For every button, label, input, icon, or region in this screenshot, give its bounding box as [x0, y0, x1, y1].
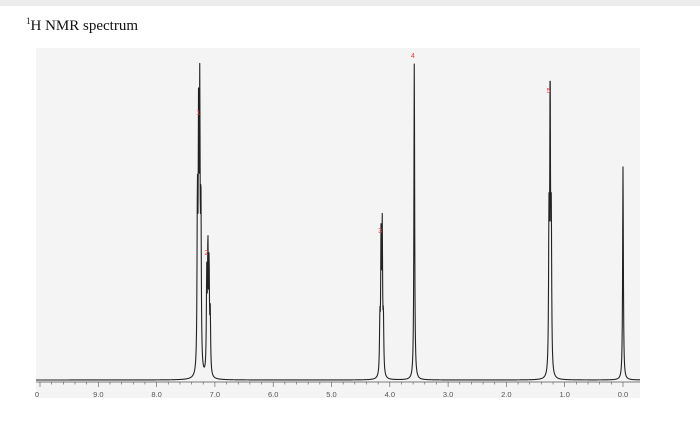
title-text: H NMR spectrum: [30, 18, 139, 34]
peak-label-5: 5: [547, 88, 551, 95]
x-tick-label: 2.0: [501, 390, 511, 399]
x-tick-label: 3.0: [443, 390, 453, 399]
x-tick-label: 4.0: [385, 390, 395, 399]
x-tick-label: 7.0: [210, 390, 220, 399]
plot-area: [36, 48, 640, 398]
peak-label-1: 1: [196, 110, 200, 117]
x-tick-label: 9.0: [93, 390, 103, 399]
spectrum-trace: [35, 62, 641, 381]
x-tick-label: 0.0: [618, 390, 628, 399]
peak-labels: 1 2 3 4 5: [196, 53, 550, 257]
peak-label-2: 2: [204, 250, 208, 257]
spectrum-trace-group: [35, 62, 641, 381]
x-axis: 0 9.0 8.0 7.0 6.0 5.0 4.0 3.0 2.0 1.0 0.0: [35, 381, 640, 399]
x-tick-label: 1.0: [559, 390, 569, 399]
peak-label-3: 3: [378, 228, 382, 235]
x-tick-label: 6.0: [268, 390, 278, 399]
x-tick-label: 5.0: [326, 390, 336, 399]
peak-label-4: 4: [411, 53, 415, 60]
chart-title: 1H NMR spectrum: [26, 16, 139, 35]
x-tick-label: 8.0: [151, 390, 161, 399]
x-tick-label: 0: [35, 390, 39, 399]
top-strip: [0, 0, 700, 6]
title-superscript: 1: [26, 16, 31, 26]
